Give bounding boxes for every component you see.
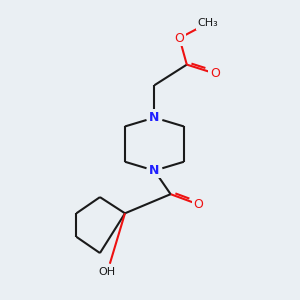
Text: O: O bbox=[194, 198, 203, 211]
Text: N: N bbox=[149, 164, 160, 177]
Text: OH: OH bbox=[99, 267, 116, 277]
Text: CH₃: CH₃ bbox=[197, 18, 218, 28]
Text: O: O bbox=[210, 67, 220, 80]
Text: N: N bbox=[149, 111, 160, 124]
Text: O: O bbox=[175, 32, 184, 45]
